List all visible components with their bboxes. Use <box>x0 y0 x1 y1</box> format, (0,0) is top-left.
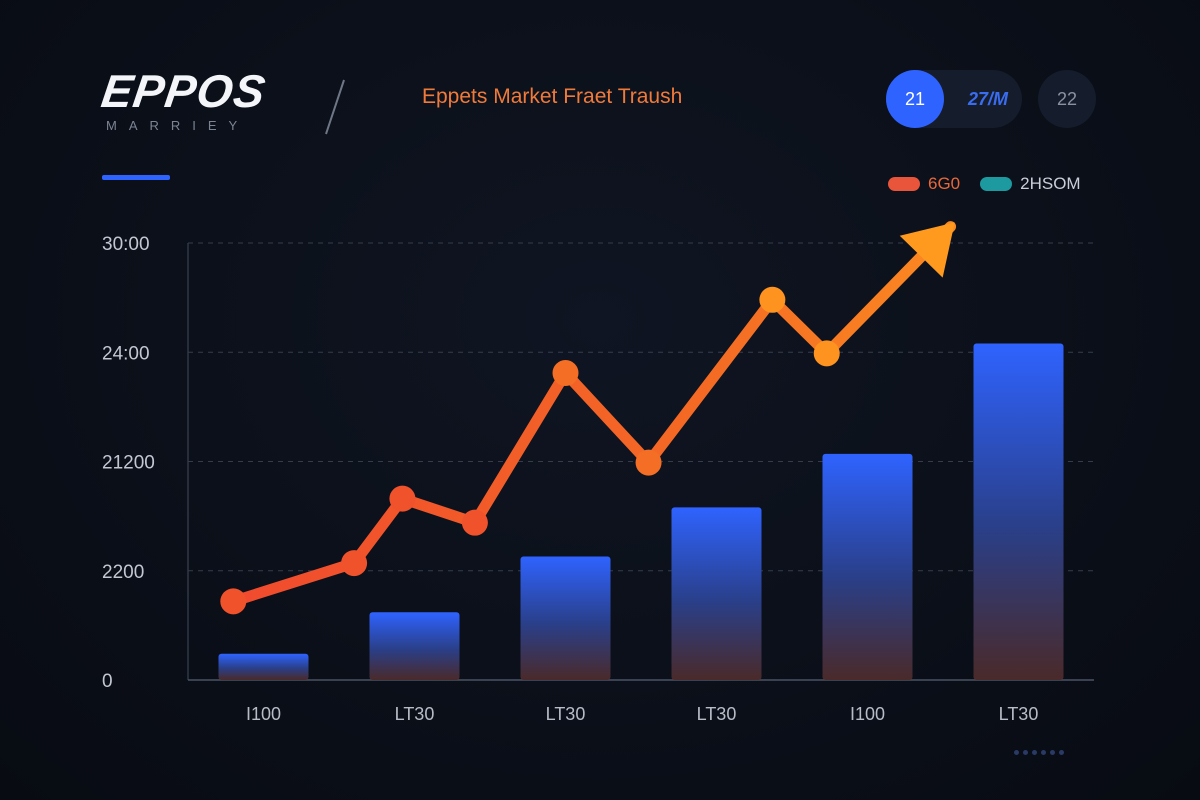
pager-dots <box>1014 750 1064 755</box>
line-arrow-head <box>899 222 955 278</box>
line-point[interactable] <box>220 588 247 615</box>
y-tick-label: 24:00 <box>102 343 150 364</box>
line-point[interactable] <box>341 550 368 577</box>
pager-dot <box>1014 750 1019 755</box>
bar[interactable] <box>520 556 611 680</box>
x-tick-label: LT30 <box>697 704 737 724</box>
legend-label-line: 6G0 <box>928 174 961 193</box>
legend-swatch-bars <box>980 177 1013 191</box>
line-point[interactable] <box>461 509 488 536</box>
legend-label-bars: 2HSOM <box>1020 174 1081 193</box>
period-option-right[interactable]: 22 <box>1038 70 1096 128</box>
line-point[interactable] <box>635 449 662 476</box>
y-tick-label: 21200 <box>102 453 155 474</box>
legend-swatch-line <box>888 177 920 191</box>
y-tick-label: 0 <box>102 671 113 692</box>
x-tick-label: LT30 <box>999 704 1039 724</box>
x-tick-label: LT30 <box>395 704 435 724</box>
y-tick-label: 2200 <box>102 562 144 583</box>
bar-layer <box>218 343 1064 680</box>
period-option-active[interactable]: 21 <box>886 70 944 128</box>
page-title: Eppets Market Fraet Traush <box>422 85 683 108</box>
period-option-middle[interactable]: 27/M <box>967 88 1009 109</box>
x-tick-label: I100 <box>850 704 885 724</box>
pager-dot <box>1041 750 1046 755</box>
line-point[interactable] <box>759 286 786 313</box>
brand-logo: EPPOS MARRIEY <box>98 65 362 140</box>
divider-slash <box>325 79 345 135</box>
pager-dot <box>1059 750 1064 755</box>
line-point[interactable] <box>389 485 416 512</box>
bar[interactable] <box>822 453 913 680</box>
line-point[interactable] <box>552 360 579 387</box>
x-tick-label: LT30 <box>546 704 586 724</box>
pager-dot <box>1050 750 1055 755</box>
legend-item-bars[interactable]: 2HSOM <box>980 174 1081 194</box>
title-accent-bar <box>102 175 170 180</box>
bar[interactable] <box>671 507 762 680</box>
bar[interactable] <box>973 343 1064 680</box>
line-layer <box>220 221 957 615</box>
x-tick-label: I100 <box>246 704 281 724</box>
bar[interactable] <box>369 612 460 680</box>
chart-legend: 6G0 2HSOM <box>888 174 1081 194</box>
pager-dot <box>1023 750 1028 755</box>
tick-layer: 0 2200 21200 24:00 30:00 I100 LT30 LT30 LT30 I100… <box>102 234 1038 724</box>
brand-subtitle: MARRIEY <box>106 118 250 133</box>
legend-item-line[interactable]: 6G0 <box>888 174 960 194</box>
pager-dot <box>1032 750 1037 755</box>
y-tick-label: 30:00 <box>102 234 150 255</box>
bar[interactable] <box>218 653 309 680</box>
line-point[interactable] <box>813 340 840 367</box>
